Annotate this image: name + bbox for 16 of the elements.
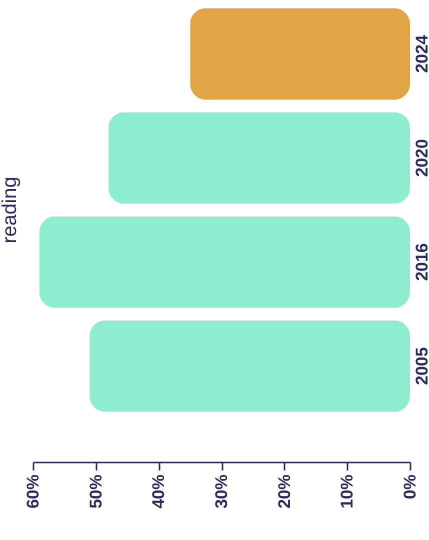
- text: reading: [0, 176, 21, 244]
- x-tick-label: 60%: [24, 474, 42, 509]
- x-tick-label: 40%: [149, 474, 168, 509]
- x-tick-label: 10%: [338, 474, 357, 509]
- bar: [190, 8, 410, 100]
- y-tick-label: 2024: [412, 34, 429, 73]
- bar: [39, 216, 410, 308]
- y-tick-label: 2016: [412, 243, 429, 281]
- x-tick-label: 20%: [274, 474, 294, 509]
- bar: [90, 320, 410, 412]
- y-tick-label: 2005: [412, 347, 429, 386]
- x-tick-label: 50%: [86, 474, 106, 509]
- y-tick-label: 2020: [412, 139, 429, 177]
- x-tick-label: 0%: [400, 474, 420, 500]
- x-tick-label: 30%: [212, 474, 231, 509]
- bar: [108, 112, 410, 204]
